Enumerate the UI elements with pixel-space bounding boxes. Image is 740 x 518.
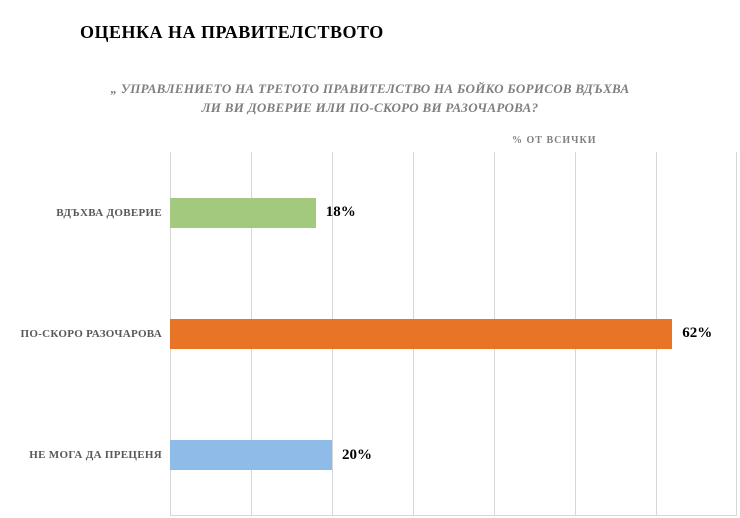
value-label: 18% — [325, 204, 356, 221]
gridline — [736, 152, 737, 515]
value-label: 20% — [342, 446, 372, 463]
chart-subtitle-line2: ЛИ ВИ ДОВЕРИЕ ИЛИ ПО-СКОРО ВИ РАЗОЧАРОВА… — [201, 99, 539, 115]
chart-row: НЕ МОГА ДА ПРЕЦЕНЯ 20% — [0, 395, 737, 516]
category-label: ВДЪХВА ДОВЕРИЕ — [56, 206, 162, 219]
bar-segment — [170, 197, 316, 228]
chart-row: ВДЪХВА ДОВЕРИЕ 18% — [0, 152, 737, 273]
category-label: НЕ МОГА ДА ПРЕЦЕНЯ — [29, 449, 162, 462]
bar-track: 20% — [170, 395, 737, 516]
unit-label: % ОТ ВСИЧКИ — [512, 135, 597, 146]
category-label: ПО-СКОРО РАЗОЧАРОВА — [20, 327, 162, 340]
bar-chart: ВДЪХВА ДОВЕРИЕ 18% ПО-СКОРО РАЗОЧАРОВА 62% Н… — [0, 152, 740, 516]
chart-subtitle: „ УПРАВЛЕНИЕТО НА ТРЕТОТО ПРАВИТЕЛСТВО Н… — [0, 80, 740, 118]
bar-segment — [170, 318, 673, 349]
bar-segment — [170, 440, 332, 471]
value-label: 62% — [682, 325, 713, 342]
chart-rows: ВДЪХВА ДОВЕРИЕ 18% ПО-СКОРО РАЗОЧАРОВА 62% Н… — [0, 152, 737, 516]
bar-track: 62% — [170, 273, 737, 394]
bar-track: 18% — [170, 152, 737, 273]
chart-row: ПО-СКОРО РАЗОЧАРОВА 62% — [0, 273, 737, 394]
chart-subtitle-line1: „ УПРАВЛЕНИЕТО НА ТРЕТОТО ПРАВИТЕЛСТВО Н… — [110, 81, 630, 96]
page-title: ОЦЕНКА НА ПРАВИТЕЛСТВОТО — [80, 22, 384, 42]
